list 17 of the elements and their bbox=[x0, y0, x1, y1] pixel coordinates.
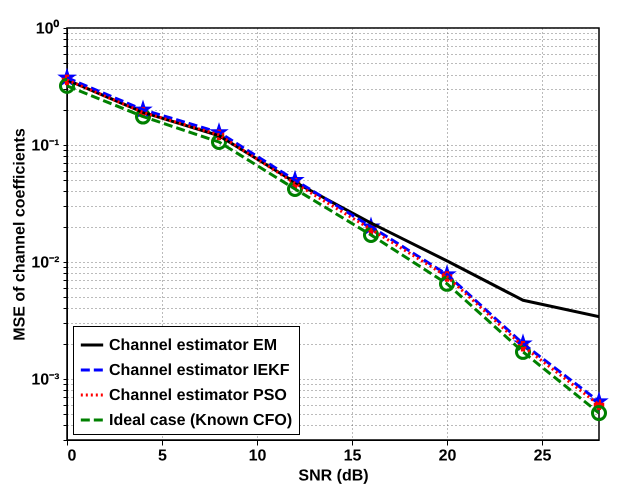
legend-label: Channel estimator IEKF bbox=[109, 362, 290, 379]
y-tick-label: 10⁰ bbox=[36, 20, 60, 38]
legend-label: Ideal case (Known CFO) bbox=[109, 412, 292, 429]
x-tick-label: 25 bbox=[534, 448, 552, 464]
y-tick-label: 10⁻¹ bbox=[31, 137, 60, 154]
x-axis-title: SNR (dB) bbox=[298, 468, 369, 484]
y-tick-label: 10⁻² bbox=[31, 254, 60, 272]
x-tick-label: 20 bbox=[438, 448, 456, 464]
legend-label: Channel estimator EM bbox=[109, 337, 278, 354]
point bbox=[590, 405, 608, 422]
y-tick-label: 10⁻³ bbox=[31, 371, 60, 388]
legend-label: Channel estimator PSO bbox=[109, 387, 287, 404]
x-tick-label: 15 bbox=[344, 448, 362, 464]
x-tick-label: 10 bbox=[248, 448, 266, 464]
x-tick-label: 0 bbox=[68, 448, 76, 464]
x-tick-label: 5 bbox=[158, 448, 168, 464]
y-axis-title: MSE of channel coefficients bbox=[11, 128, 28, 341]
